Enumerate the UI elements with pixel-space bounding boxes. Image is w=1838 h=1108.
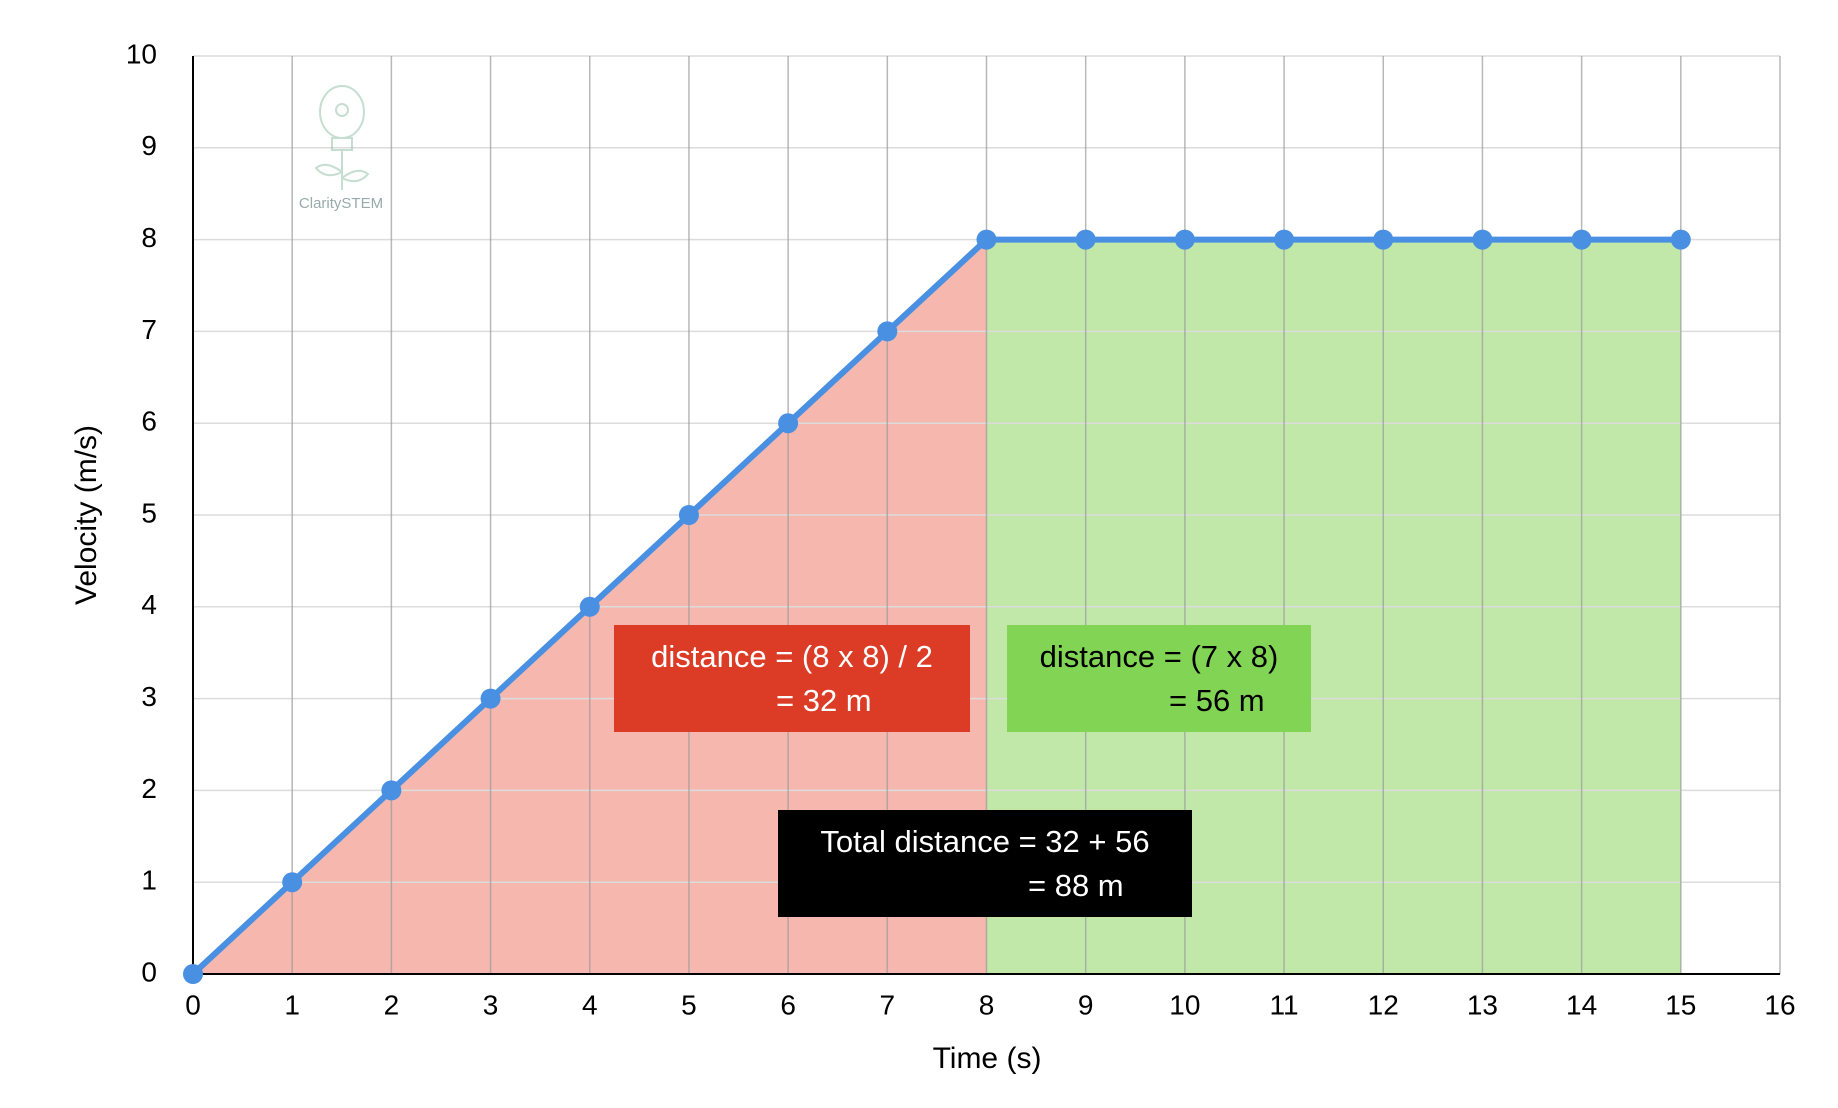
data-point [778, 413, 799, 434]
series-line [190, 236, 1681, 977]
data-point [877, 321, 898, 342]
data-point [1075, 229, 1096, 250]
annotation-text: = 88 m [1028, 868, 1124, 903]
y-tick-label: 9 [141, 130, 157, 161]
x-tick-label: 14 [1566, 989, 1597, 1020]
data-point [381, 780, 402, 801]
x-tick-label: 4 [582, 989, 598, 1020]
x-tick-label: 15 [1665, 989, 1696, 1020]
data-point [480, 688, 501, 709]
data-point [1472, 229, 1493, 250]
y-tick-label: 8 [141, 222, 157, 253]
annotation-box [778, 810, 1192, 917]
x-axis-title: Time (s) [933, 1042, 1042, 1075]
annotation-box [614, 625, 970, 732]
x-tick-label: 9 [1078, 989, 1094, 1020]
y-tick-label: 1 [141, 865, 157, 896]
x-tick-label: 13 [1467, 989, 1498, 1020]
x-tick-label: 6 [780, 989, 796, 1020]
x-tick-label: 7 [880, 989, 896, 1020]
y-tick-label: 4 [141, 589, 157, 620]
annotation-text: = 56 m [1169, 683, 1265, 718]
annotation-box [1007, 625, 1311, 732]
data-point [1174, 229, 1195, 250]
data-point [1373, 229, 1394, 250]
y-tick-label: 7 [141, 314, 157, 345]
x-tick-label: 12 [1368, 989, 1399, 1020]
y-tick-label: 0 [141, 956, 157, 987]
data-point [282, 872, 303, 893]
x-tick-label: 11 [1270, 989, 1299, 1020]
y-tick-label: 5 [141, 497, 157, 528]
y-axis-title: Velocity (m/s) [70, 425, 103, 605]
x-tick-label: 10 [1169, 989, 1200, 1020]
annotation-text: distance = (7 x 8) [1040, 639, 1279, 674]
x-tick-label: 3 [483, 989, 499, 1020]
x-tick-label: 0 [185, 989, 201, 1020]
annotation-text: = 32 m [776, 683, 872, 718]
y-tick-label: 2 [141, 773, 157, 804]
annotation-text: distance = (8 x 8) / 2 [651, 639, 933, 674]
data-point [1274, 229, 1295, 250]
x-tick-label: 2 [384, 989, 400, 1020]
x-tick-label: 1 [284, 989, 300, 1020]
data-point [976, 229, 997, 250]
x-tick-label: 16 [1764, 989, 1795, 1020]
annotation-text: Total distance = 32 + 56 [820, 824, 1149, 859]
data-point [678, 505, 699, 525]
data-point [1670, 229, 1691, 250]
watermark: ClaritySTEM [299, 195, 383, 212]
x-tick-label: 5 [681, 989, 697, 1020]
y-tick-label: 6 [141, 406, 157, 437]
watermark-icon [314, 85, 370, 190]
data-point [579, 596, 600, 617]
y-tick-label: 3 [141, 681, 157, 712]
y-tick-label: 10 [126, 38, 157, 69]
x-tick-label: 8 [979, 989, 995, 1020]
data-point [1571, 229, 1592, 250]
data-point [183, 964, 203, 984]
